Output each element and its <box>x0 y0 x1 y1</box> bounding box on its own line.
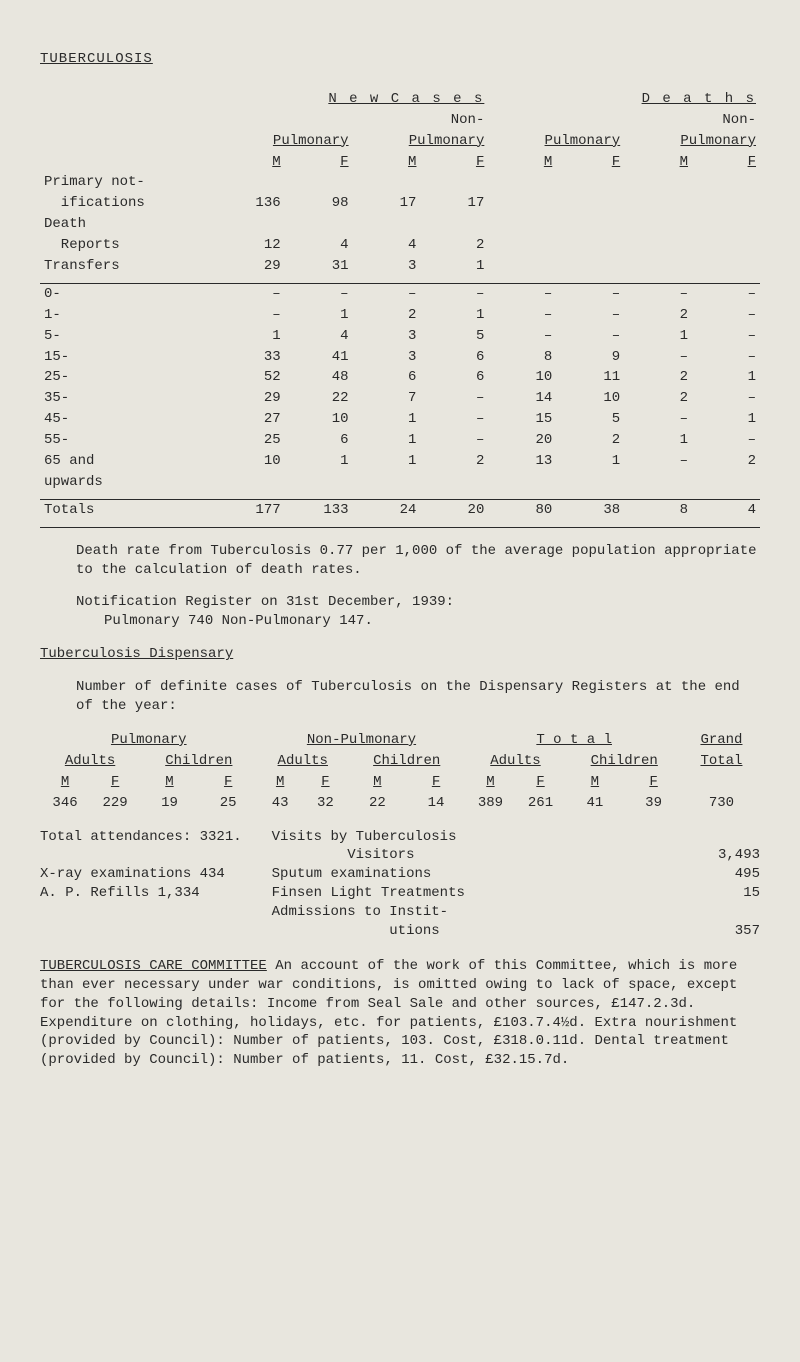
table-row: 55-2561–2021– <box>40 430 760 451</box>
table-row: 5-1435––1– <box>40 326 760 347</box>
dispensary-intro: Number of definite cases of Tuberculosis… <box>40 678 760 716</box>
header-non-prefix-2: Non- <box>722 112 756 128</box>
dispensary-heading: Tuberculosis Dispensary <box>40 646 233 662</box>
table-row: 25-524866101121 <box>40 367 760 388</box>
table-row: Primary not- <box>40 172 760 193</box>
header-nonpulmonary-2: Pulmonary <box>680 133 756 149</box>
table-row: upwards <box>40 472 760 493</box>
notification-para: Notification Register on 31st December, … <box>40 593 760 631</box>
committee-para: TUBERCULOSIS CARE COMMITTEE An account o… <box>40 957 760 1070</box>
header-nonpulmonary-1: Pulmonary <box>409 133 485 149</box>
table-row: 65 and10112131–2 <box>40 451 760 472</box>
table-row: 0-–––––––– <box>40 283 760 304</box>
attendance-line: Admissions to Instit- <box>272 903 760 922</box>
page-title: TUBERCULOSIS <box>40 50 760 69</box>
xray-examinations: X-ray examinations 434 <box>40 865 242 884</box>
total-attendances: Total attendances: 3321. <box>40 828 242 847</box>
table-row: 45-27101–155–1 <box>40 409 760 430</box>
committee-heading: TUBERCULOSIS CARE COMMITTEE <box>40 958 267 974</box>
totals-row: Totals 177 133 24 20 80 38 8 4 <box>40 499 760 520</box>
ap-refills: A. P. Refills 1,334 <box>40 884 242 903</box>
table-row: 1-–121––2– <box>40 305 760 326</box>
table-row: Death <box>40 214 760 235</box>
attendance-line: Visitors3,493 <box>272 846 760 865</box>
header-non-prefix-1: Non- <box>451 112 485 128</box>
mf-header-row: MF MF MF MF <box>40 152 760 173</box>
table-row: 15-33413689–– <box>40 347 760 368</box>
table-row: ifications136981717 <box>40 193 760 214</box>
header-new-cases: N e w C a s e s <box>328 91 484 107</box>
attendance-line: Sputum examinations495 <box>272 865 760 884</box>
attendance-line: utions357 <box>272 922 760 941</box>
cases-deaths-table: N e w C a s e s D e a t h s Non- Non- Pu… <box>40 89 760 528</box>
table-row: Transfers293131 <box>40 256 760 277</box>
header-pulmonary-2: Pulmonary <box>545 133 621 149</box>
attendances-block: Total attendances: 3321. X-ray examinati… <box>40 828 760 941</box>
death-rate-para: Death rate from Tuberculosis 0.77 per 1,… <box>40 542 760 580</box>
attendance-line: Visits by Tuberculosis <box>272 828 760 847</box>
dispensary-table: Pulmonary Non-Pulmonary T o t a l Grand … <box>40 730 760 814</box>
table-row: Reports12442 <box>40 235 760 256</box>
attendance-line: Finsen Light Treatments15 <box>272 884 760 903</box>
header-deaths: D e a t h s <box>642 91 756 107</box>
header-pulmonary-1: Pulmonary <box>273 133 349 149</box>
table-row: 35-29227–14102– <box>40 388 760 409</box>
